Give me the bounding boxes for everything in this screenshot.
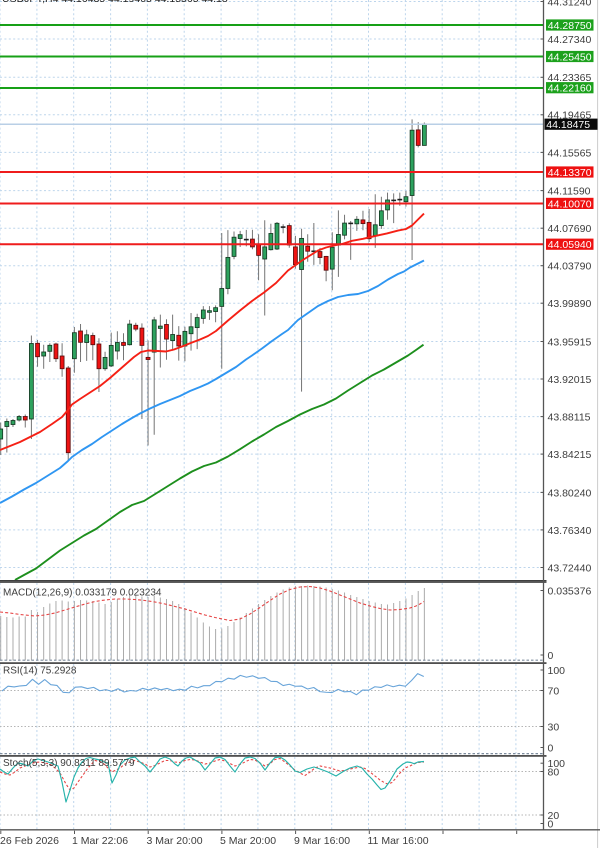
- svg-text:100: 100: [548, 758, 566, 770]
- svg-text:MACD(12,26,9) 0.033179 0.02323: MACD(12,26,9) 0.033179 0.023234: [3, 588, 162, 599]
- svg-text:44.31240: 44.31240: [548, 0, 592, 8]
- svg-text:43.99890: 43.99890: [548, 298, 592, 310]
- svg-text:0: 0: [548, 818, 554, 830]
- svg-text:44.27340: 44.27340: [548, 34, 592, 46]
- svg-text:1 Mar 22:06: 1 Mar 22:06: [72, 835, 128, 847]
- svg-text:100: 100: [548, 665, 566, 677]
- svg-text:44.23365: 44.23365: [548, 72, 592, 84]
- svg-text:44.18475: 44.18475: [546, 119, 590, 131]
- svg-text:0: 0: [548, 650, 554, 662]
- svg-text:44.15565: 44.15565: [548, 147, 592, 159]
- svg-text:80: 80: [548, 766, 560, 778]
- svg-text:9 Mar 16:00: 9 Mar 16:00: [294, 835, 350, 847]
- svg-text:0.035376: 0.035376: [548, 585, 592, 597]
- svg-text:43.72440: 43.72440: [548, 562, 592, 574]
- svg-text:RSI(14) 75.2928: RSI(14) 75.2928: [3, 666, 77, 677]
- svg-text:44.10070: 44.10070: [548, 198, 592, 210]
- svg-text:43.80240: 43.80240: [548, 487, 592, 499]
- svg-text:26 Feb 2026: 26 Feb 2026: [0, 835, 59, 847]
- svg-text:44.11590: 44.11590: [548, 186, 591, 198]
- svg-text:44.07690: 44.07690: [548, 223, 592, 235]
- svg-text:20: 20: [548, 810, 560, 822]
- svg-text:43.95915: 43.95915: [548, 336, 592, 348]
- svg-text:44.22160: 44.22160: [548, 83, 592, 95]
- svg-text:Stoch(5,3,3) 90.8311 89.5779: Stoch(5,3,3) 90.8311 89.5779: [3, 758, 135, 769]
- svg-text:11 Mar 16:00: 11 Mar 16:00: [368, 835, 429, 847]
- svg-text:43.76340: 43.76340: [548, 525, 592, 537]
- svg-text:0: 0: [548, 742, 554, 754]
- svg-text:70: 70: [548, 685, 560, 697]
- svg-text:44.13370: 44.13370: [548, 167, 592, 179]
- svg-text:44.03790: 44.03790: [548, 261, 592, 273]
- svg-text:44.05940: 44.05940: [548, 239, 592, 251]
- svg-text:43.88115: 43.88115: [548, 412, 591, 424]
- svg-text:44.25450: 44.25450: [548, 51, 592, 63]
- svg-text:44.28750: 44.28750: [548, 20, 592, 32]
- svg-text:30: 30: [548, 721, 560, 733]
- svg-text:5 Mar 20:00: 5 Mar 20:00: [220, 835, 276, 847]
- svg-text:43.84215: 43.84215: [548, 449, 592, 461]
- svg-text:43.92015: 43.92015: [548, 374, 592, 386]
- svg-text:USDJPY,H4 44.16435 44.19465 44: USDJPY,H4 44.16435 44.19465 44.15565 44.…: [2, 0, 228, 5]
- svg-text:3 Mar 20:00: 3 Mar 20:00: [147, 835, 203, 847]
